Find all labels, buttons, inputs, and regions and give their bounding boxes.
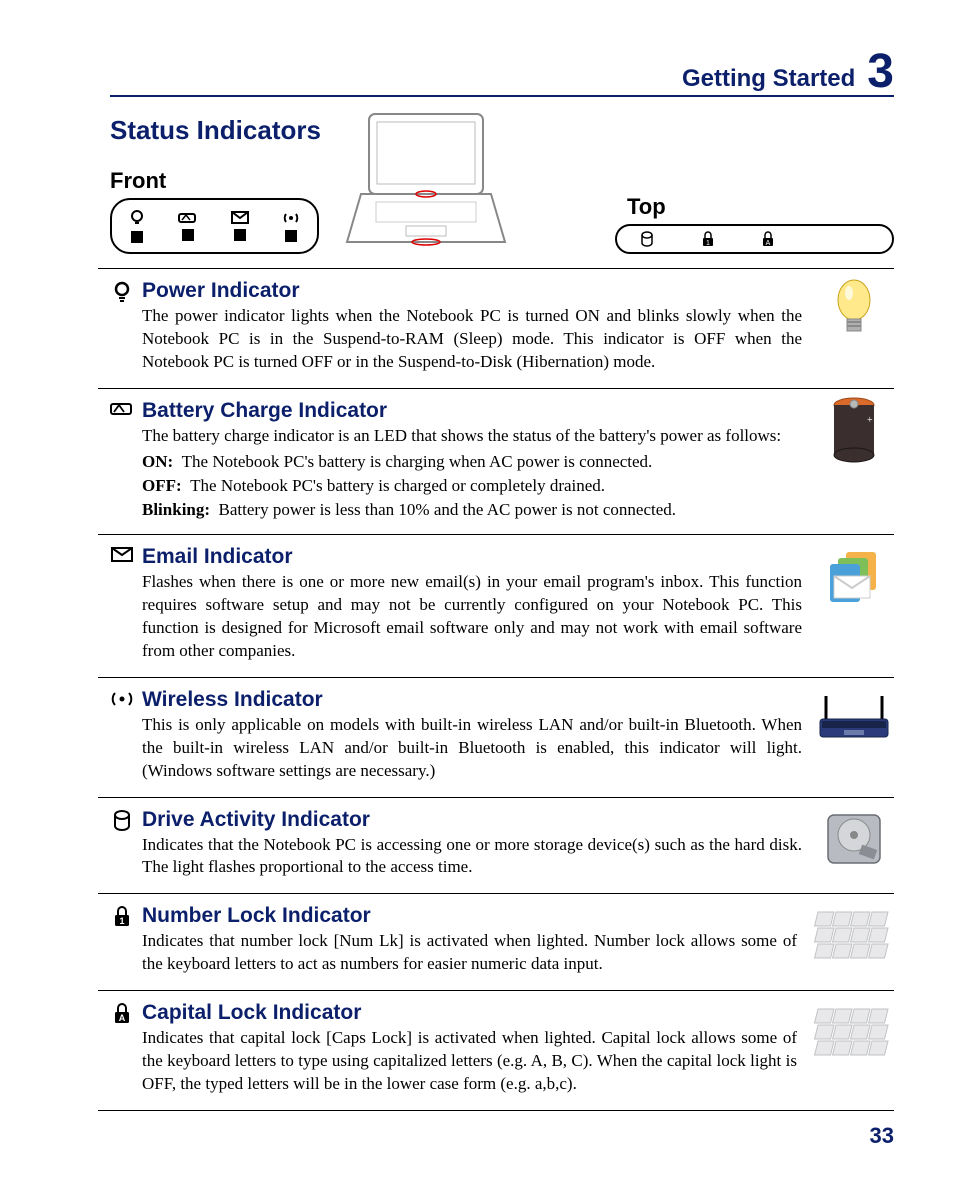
- email-text: Flashes when there is one or more new em…: [142, 571, 802, 663]
- svg-text:1: 1: [119, 916, 124, 926]
- numlock-icon: 1: [701, 231, 715, 247]
- diagram-row: Status Indicators Front Top 1: [110, 105, 894, 254]
- power-heading: Power Indicator: [142, 279, 802, 303]
- battery-heading: Battery Charge Indicator: [142, 399, 802, 423]
- capslock-icon: A: [761, 231, 775, 247]
- drive-heading: Drive Activity Indicator: [142, 808, 802, 832]
- off-label: OFF:: [142, 476, 182, 495]
- numlock-text: Indicates that number lock [Num Lk] is a…: [142, 930, 797, 976]
- header-title: Getting Started: [682, 65, 855, 93]
- svg-text:1: 1: [706, 240, 710, 247]
- drive-text: Indicates that the Notebook PC is access…: [142, 834, 802, 880]
- blink-label: Blinking:: [142, 500, 210, 519]
- power-icon: [112, 281, 132, 303]
- hdd-image: [814, 804, 894, 874]
- off-text: The Notebook PC's battery is charged or …: [190, 476, 605, 495]
- svg-text:+: +: [867, 415, 873, 426]
- lightbulb-image: [814, 275, 894, 345]
- wireless-text: This is only applicable on models with b…: [142, 714, 802, 783]
- numlock-icon: 1: [112, 906, 132, 928]
- chapter-number: 3: [867, 50, 894, 93]
- capslock-icon: A: [112, 1003, 132, 1025]
- email-app-image: [814, 541, 894, 611]
- drive-icon: [640, 231, 654, 247]
- wireless-icon: [110, 690, 134, 708]
- top-indicator-strip: 1 A: [615, 224, 894, 254]
- keyboard-image: [809, 900, 894, 970]
- keyboard-image: [809, 997, 894, 1067]
- page-header: Getting Started 3: [110, 50, 894, 97]
- svg-text:A: A: [119, 1013, 126, 1023]
- battery-icon: [110, 401, 134, 417]
- drive-icon: [113, 810, 131, 832]
- on-label: ON:: [142, 452, 173, 471]
- top-label: Top: [627, 194, 894, 220]
- battery-icon: [178, 211, 198, 225]
- email-heading: Email Indicator: [142, 545, 802, 569]
- power-text: The power indicator lights when the Note…: [142, 305, 802, 374]
- blink-text: Battery power is less than 10% and the A…: [219, 500, 676, 519]
- wireless-icon: [281, 210, 301, 226]
- capslock-heading: Capital Lock Indicator: [142, 1001, 797, 1025]
- front-indicator-strip: [110, 198, 319, 254]
- page-number: 33: [110, 1123, 894, 1149]
- svg-text:A: A: [766, 240, 771, 247]
- wireless-heading: Wireless Indicator: [142, 688, 802, 712]
- power-icon: [128, 209, 146, 227]
- email-icon: [111, 547, 133, 563]
- section-title: Status Indicators: [110, 115, 321, 146]
- email-icon: [231, 211, 249, 225]
- battery-intro: The battery charge indicator is an LED t…: [142, 425, 802, 448]
- numlock-heading: Number Lock Indicator: [142, 904, 797, 928]
- capslock-text: Indicates that capital lock [Caps Lock] …: [142, 1027, 797, 1096]
- router-image: [814, 684, 894, 754]
- front-label: Front: [110, 168, 321, 194]
- on-text: The Notebook PC's battery is charging wh…: [182, 452, 653, 471]
- battery-cell-image: +: [814, 395, 894, 465]
- laptop-illustration: [341, 104, 511, 254]
